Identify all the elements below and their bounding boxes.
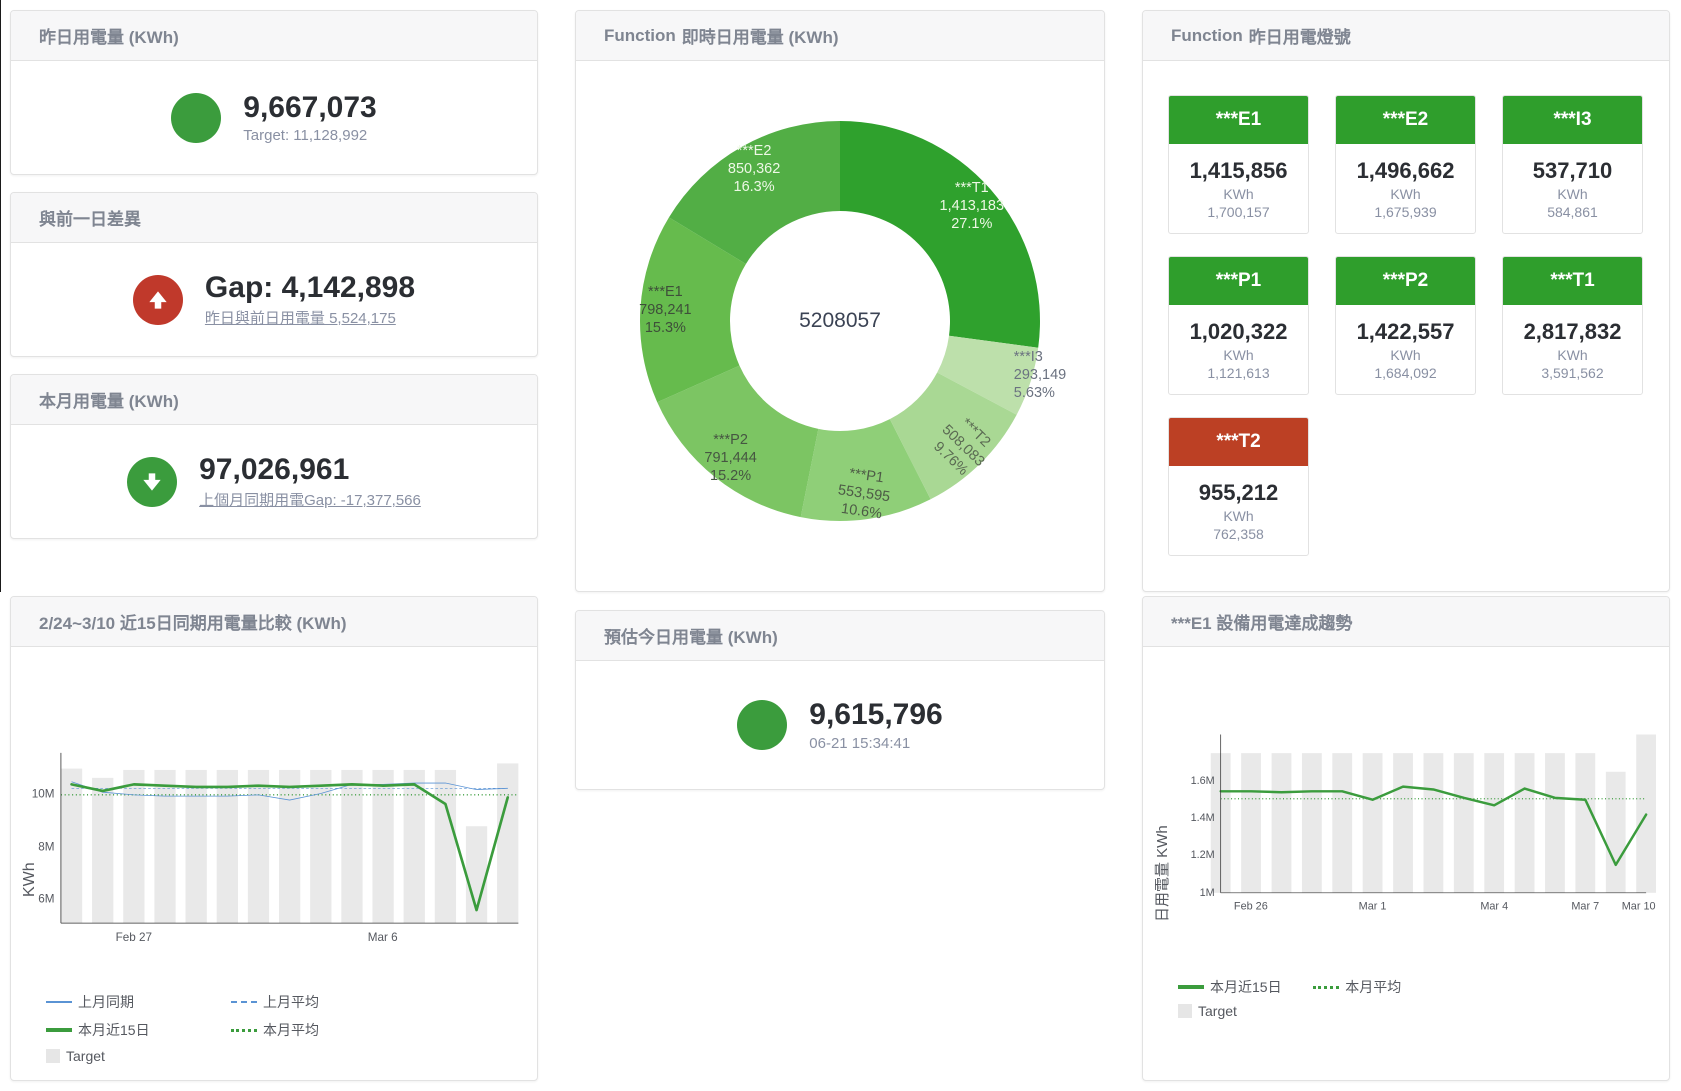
svg-text:6M: 6M: [38, 892, 54, 905]
svg-text:8M: 8M: [38, 840, 54, 853]
svg-text:10M: 10M: [32, 788, 55, 801]
svg-text:Feb 26: Feb 26: [1234, 901, 1268, 913]
svg-text:Mar 1: Mar 1: [1359, 901, 1387, 913]
svg-text:Mar 6: Mar 6: [368, 931, 398, 944]
svg-text:Mar 10: Mar 10: [1622, 901, 1656, 913]
svg-text:1.4M: 1.4M: [1191, 812, 1215, 824]
svg-text:1.6M: 1.6M: [1191, 775, 1215, 787]
svg-text:1M: 1M: [1200, 887, 1215, 899]
svg-text:1.2M: 1.2M: [1191, 849, 1215, 861]
svg-text:Mar 7: Mar 7: [1571, 901, 1599, 913]
svg-text:Mar 4: Mar 4: [1480, 901, 1508, 913]
svg-text:Feb 27: Feb 27: [116, 931, 152, 944]
